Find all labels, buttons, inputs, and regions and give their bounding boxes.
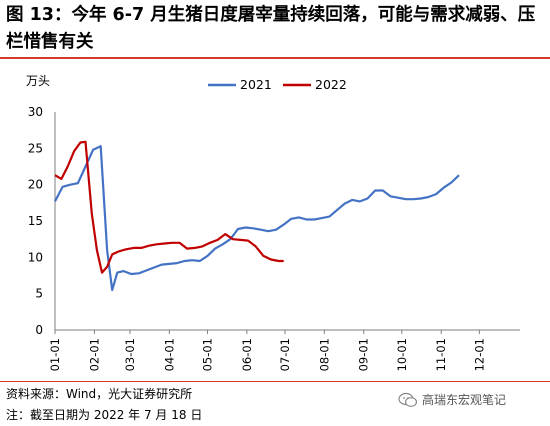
y-tick-label: 30 (28, 105, 43, 119)
y-tick-label: 25 (28, 141, 43, 155)
series-line-2021 (54, 145, 460, 292)
source-text: 资料来源：Wind，光大证券研究所 (6, 387, 193, 401)
y-tick-label: 15 (28, 214, 43, 228)
y-tick-label: 5 (35, 287, 43, 301)
note-text: 注：截至日期为 2022 年 7 月 18 日 (6, 408, 203, 422)
x-tick-label: 05-01 (200, 338, 214, 371)
wechat-icon (398, 392, 418, 407)
y-tick-label: 10 (28, 250, 43, 264)
top-rule (0, 57, 550, 59)
x-tick-label: 07-01 (278, 338, 292, 371)
figure-title: 图 13：今年 6-7 月生猪日度屠宰量持续回落，可能与需求减弱、压栏惜售有关 (6, 5, 536, 52)
x-tick-label: 10-01 (395, 338, 409, 371)
x-tick-label: 12-01 (472, 338, 486, 371)
legend-label-2021: 2021 (240, 77, 272, 92)
x-tick-label: 11-01 (434, 338, 448, 371)
y-axis-unit-label: 万头 (26, 74, 50, 88)
x-tick-label: 04-01 (162, 338, 176, 371)
watermark: 高瑞东宏观笔记 (398, 391, 506, 408)
series-line-2022 (54, 140, 284, 274)
bottom-rule (0, 381, 550, 382)
x-tick-label: 02-01 (87, 338, 101, 371)
y-tick-label: 20 (28, 178, 43, 192)
watermark-text: 高瑞东宏观笔记 (422, 393, 507, 407)
legend: 2021 2022 (208, 77, 347, 92)
axes: 0 5 10 15 20 25 30 01-01 02-01 03-01 04-01 05-01 06-… (28, 105, 520, 371)
x-tick-label: 03-01 (123, 338, 137, 371)
x-tick-label: 09-01 (357, 338, 371, 371)
legend-label-2022: 2022 (315, 77, 347, 92)
x-tick-label: 08-01 (317, 338, 331, 371)
series-group (54, 140, 460, 292)
y-tick-label: 0 (35, 323, 43, 337)
x-tick-label: 01-01 (48, 338, 62, 371)
x-tick-label: 06-01 (240, 338, 254, 371)
